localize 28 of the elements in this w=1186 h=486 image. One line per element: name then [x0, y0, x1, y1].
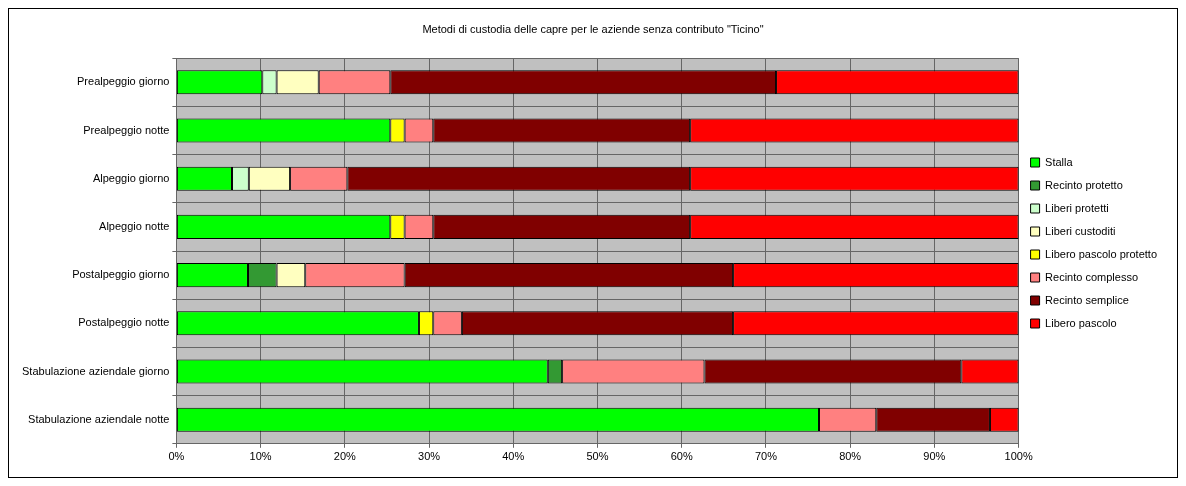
x-tick-label: 50%: [586, 450, 609, 463]
y-tick-label: Prealpeggio notte: [83, 123, 170, 136]
y-tick-label: Postalpeggio giorno: [72, 268, 170, 281]
chart-title: Metodi di custodia delle capre per le aziende senza contributo "Ticino": [422, 22, 764, 35]
x-tick-label: 0%: [168, 450, 185, 463]
x-tick-label: 30%: [418, 450, 441, 463]
y-tick-label: Prealpeggio giorno: [77, 75, 170, 88]
legend-label: Libero pascolo protetto: [1045, 247, 1158, 260]
x-tick-label: 70%: [754, 450, 778, 463]
y-tick-label: Alpeggio giorno: [92, 171, 170, 184]
legend-label: Liberi custoditi: [1045, 224, 1116, 237]
y-tick-label: Alpeggio notte: [99, 219, 170, 232]
x-tick-label: 40%: [502, 450, 525, 463]
y-tick-label: Stabulazione aziendale giorno: [22, 364, 170, 377]
y-tick-label: Postalpeggio notte: [78, 316, 170, 329]
x-tick-label: 60%: [670, 450, 693, 463]
legend-label: Recinto semplice: [1045, 293, 1129, 306]
x-tick-label: 100%: [1004, 450, 1033, 463]
y-tick-label: Stabulazione aziendale notte: [28, 412, 170, 425]
legend-label: Libero pascolo: [1045, 316, 1117, 329]
x-tick-label: 20%: [333, 450, 357, 463]
legend-label: Recinto protetto: [1045, 178, 1123, 191]
x-tick-label: 90%: [923, 450, 946, 463]
legend-label: Stalla: [1045, 155, 1074, 168]
x-tick-label: 80%: [839, 450, 862, 463]
x-tick-label: 10%: [249, 450, 272, 463]
legend-label: Recinto complesso: [1045, 270, 1139, 283]
legend-label: Liberi protetti: [1045, 201, 1109, 214]
